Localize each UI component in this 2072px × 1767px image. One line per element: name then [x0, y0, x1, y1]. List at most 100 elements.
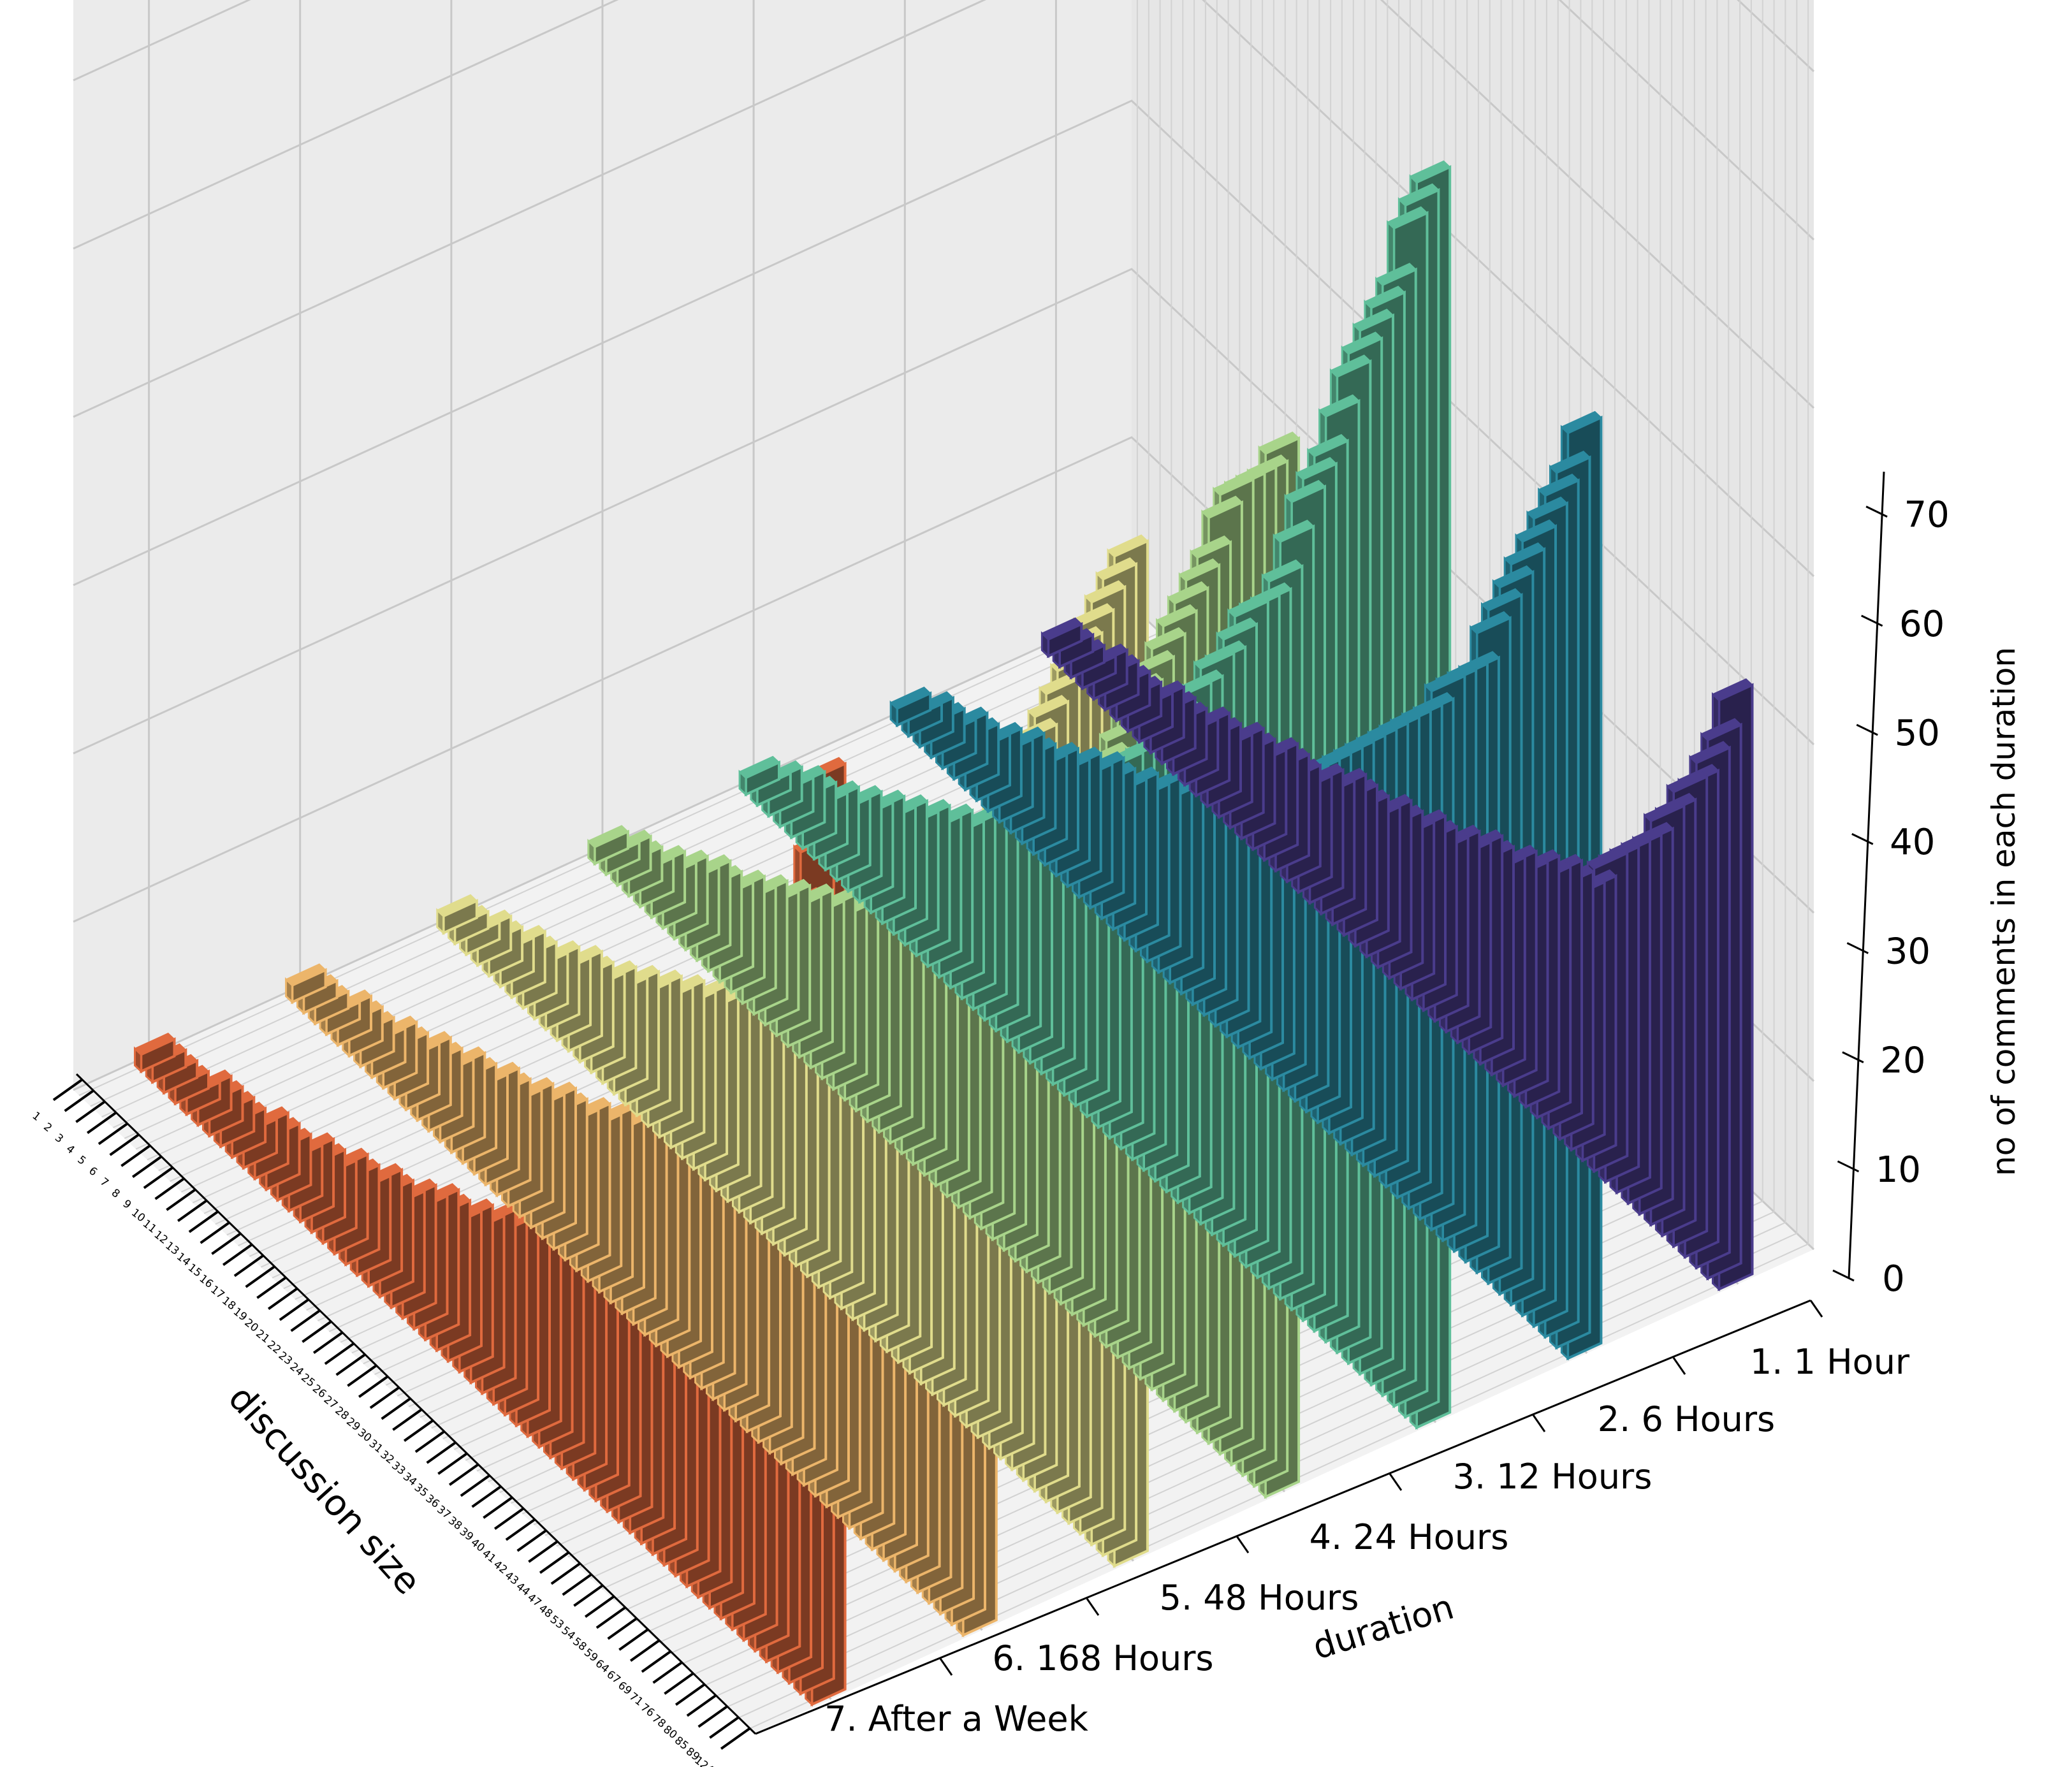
x-gridline: [715, 0, 1775, 1698]
z-gridline: [73, 0, 1815, 578]
x-tick: [109, 1133, 140, 1156]
bar: [1040, 617, 1083, 658]
bar-top: [1503, 542, 1545, 565]
x-tick: [188, 1210, 219, 1233]
bar-top: [1397, 183, 1440, 207]
x-tick: [709, 1716, 740, 1739]
x-tick: [437, 1452, 468, 1475]
discussion-size-axis-label: discussion size: [220, 1378, 428, 1603]
duration-tick: [939, 1658, 953, 1676]
bar-top: [1306, 433, 1349, 457]
bar-top: [1167, 581, 1209, 604]
bar-top: [1560, 411, 1603, 434]
x-tick-label: 2: [41, 1121, 54, 1135]
bar-top: [1375, 263, 1417, 286]
discussion-size-axis-line: [75, 1073, 757, 1735]
duration-tick-label: 2. 6 Hours: [1598, 1399, 1775, 1439]
bar-top: [1258, 432, 1300, 454]
x-tick: [584, 1595, 615, 1618]
bar-top: [1193, 646, 1236, 669]
x-tick: [505, 1518, 536, 1541]
bar-top: [1711, 678, 1754, 701]
x-tick: [256, 1276, 287, 1299]
bar-top: [1329, 354, 1372, 377]
x-tick: [641, 1650, 672, 1673]
x-gridline: [738, 0, 1798, 1719]
duration-tick-label: 3. 12 Hours: [1453, 1457, 1652, 1497]
z-tick: [1865, 505, 1888, 518]
x-tick: [279, 1298, 310, 1321]
z-tick: [1851, 833, 1874, 845]
x-tick: [177, 1199, 208, 1223]
x-tick-label: 7: [98, 1175, 111, 1189]
bar-top: [1586, 846, 1629, 869]
x-tick: [166, 1188, 196, 1211]
duration-tick-label: 6. 168 Hours: [992, 1638, 1213, 1678]
bar-top: [1295, 456, 1338, 480]
bar-top: [436, 894, 478, 917]
bar-top: [1190, 535, 1232, 558]
bar: [587, 825, 629, 866]
duration-tick: [1389, 1473, 1403, 1491]
bar-top: [889, 687, 931, 709]
z-tick-label: 20: [1880, 1040, 1925, 1082]
x-tick: [98, 1122, 129, 1145]
z-tick: [1837, 1160, 1860, 1173]
x-tick: [607, 1617, 638, 1640]
x-tick: [369, 1386, 400, 1409]
x-tick: [595, 1606, 627, 1629]
x-tick: [392, 1408, 423, 1431]
bar-top: [1213, 472, 1255, 496]
bar-top: [1144, 627, 1186, 650]
bar-top: [1040, 617, 1083, 641]
bar-top: [738, 755, 780, 779]
bar-top: [1492, 565, 1535, 588]
x-tick-label: 5: [75, 1153, 89, 1167]
x-tick-label: 1: [30, 1109, 43, 1123]
x-tick: [64, 1089, 94, 1112]
z-tick: [1861, 614, 1883, 627]
bar-top: [284, 963, 327, 986]
bar-top: [1341, 331, 1383, 354]
duration-tick-label: 1. 1 Hour: [1750, 1342, 1910, 1382]
x-gridline: [704, 0, 1763, 1687]
duration-tick: [1672, 1357, 1686, 1375]
bar-top: [1107, 534, 1149, 557]
duration-tick-label: 7. After a Week: [824, 1699, 1088, 1739]
x-gridline: [749, 0, 1809, 1729]
z-tick-label: 70: [1904, 495, 1949, 536]
bar-top: [1352, 309, 1394, 331]
x-tick-label: 4: [64, 1142, 77, 1156]
bar-top: [1201, 495, 1243, 519]
bar-top: [1364, 286, 1406, 309]
x-tick: [131, 1155, 163, 1179]
z-tick-label: 60: [1899, 604, 1944, 645]
duration-axis-line: [755, 1299, 1811, 1735]
bar-top: [1480, 588, 1523, 611]
bar-top: [1526, 497, 1568, 520]
duration-tick: [1236, 1536, 1250, 1553]
z-tick-label: 10: [1876, 1149, 1921, 1191]
z-tick: [1842, 1051, 1864, 1063]
x-tick: [290, 1309, 321, 1332]
x-tick: [120, 1144, 151, 1167]
x-tick: [414, 1430, 446, 1453]
x-tick: [302, 1320, 332, 1343]
bar-top: [1155, 604, 1198, 627]
x-tick: [686, 1694, 717, 1717]
x-tick: [720, 1727, 751, 1750]
x-tick: [675, 1683, 706, 1706]
x-tick: [573, 1584, 604, 1607]
bar-top: [1284, 479, 1326, 503]
x-tick: [75, 1100, 106, 1123]
z-axis-line: [1848, 471, 1885, 1279]
x-tick: [312, 1331, 344, 1355]
x-tick: [618, 1628, 649, 1651]
x-tick: [143, 1166, 174, 1189]
bars-group: [133, 160, 1754, 1707]
x-tick: [245, 1265, 275, 1288]
x-tick: [629, 1639, 660, 1662]
x-tick: [233, 1254, 265, 1277]
